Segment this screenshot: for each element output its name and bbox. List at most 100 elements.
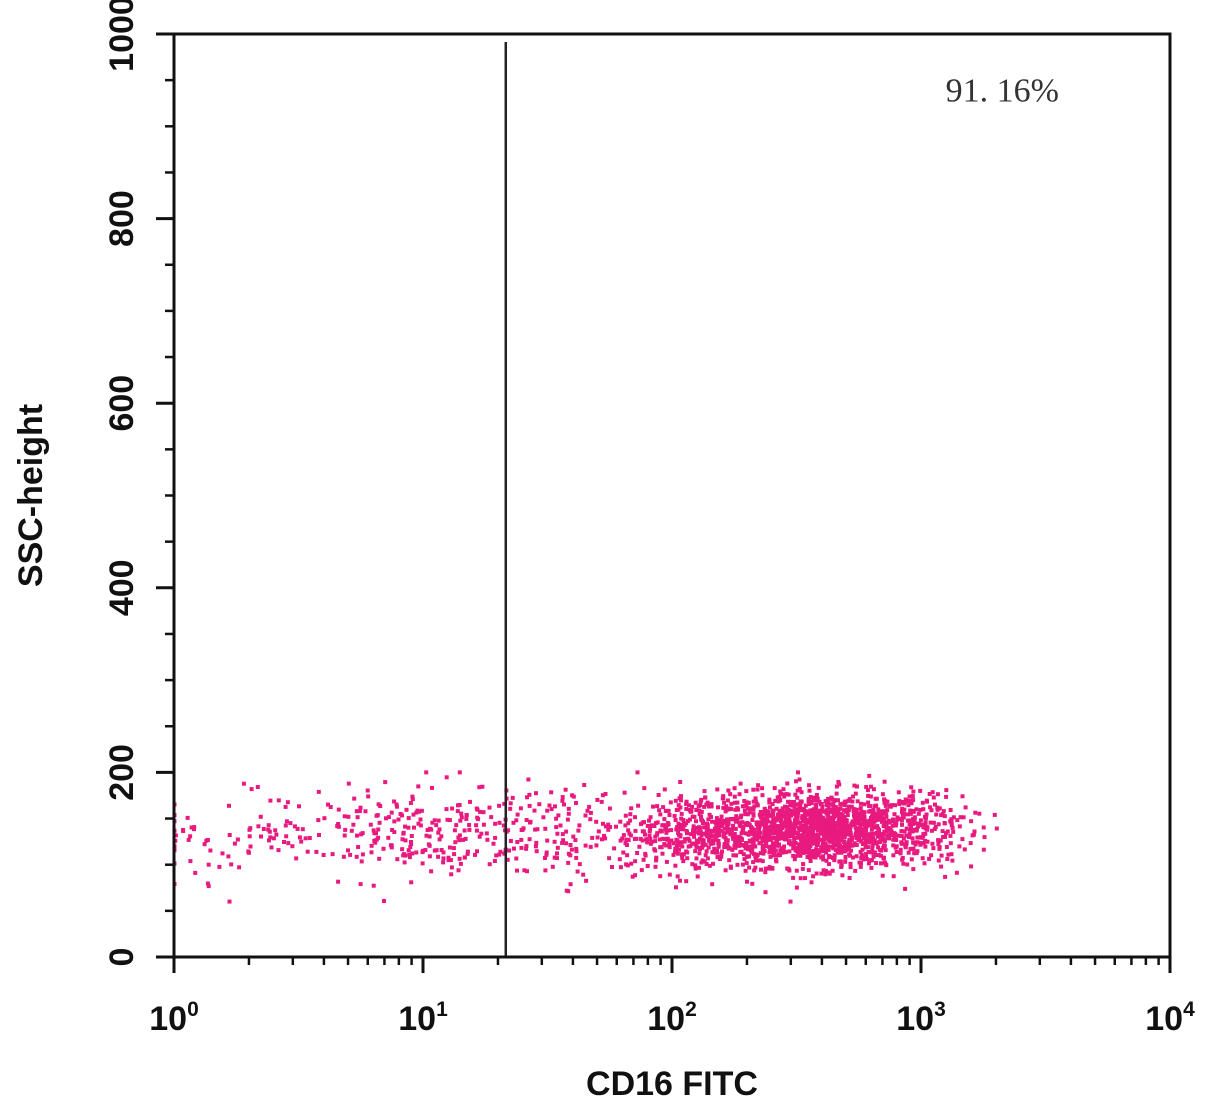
data-point [560,795,565,800]
data-point [902,807,907,812]
data-point [769,844,774,849]
data-point [855,799,860,804]
data-point [911,819,916,824]
data-point [702,825,707,830]
data-point [803,811,808,816]
data-point [699,860,704,865]
data-point [650,823,655,828]
data-point [795,835,800,840]
data-point [841,823,845,828]
data-point [876,807,881,812]
data-point [549,790,554,795]
data-point [918,807,923,812]
data-point [584,878,589,883]
data-point [595,835,600,840]
data-point [809,828,814,833]
data-point [752,868,757,873]
data-point [882,829,887,834]
data-point [932,827,937,832]
data-point [889,832,894,836]
data-point [581,872,586,877]
data-point [547,803,552,808]
data-point [969,864,974,869]
data-point [371,828,376,833]
data-point [899,834,904,839]
data-point [205,881,210,886]
data-point [576,828,581,833]
data-point [762,829,767,834]
data-point [792,821,797,826]
data-point [837,782,842,787]
data-point [600,837,604,842]
data-point [887,836,891,841]
data-point [526,777,531,782]
data-point [643,832,647,837]
data-point [484,831,489,836]
data-point [444,807,449,812]
data-point [725,824,730,829]
data-point [248,826,253,831]
data-point [181,828,185,832]
data-point [481,810,486,815]
data-point [846,798,851,803]
data-point [560,832,565,837]
data-point [838,829,843,834]
data-point [818,814,823,819]
data-point [515,812,520,817]
data-point [806,826,810,831]
data-point [756,829,761,834]
data-point [732,844,737,849]
data-point [859,801,863,806]
data-point [778,819,783,823]
data-point [828,802,833,807]
data-point [297,804,301,809]
data-point [527,792,532,797]
data-point [568,843,573,847]
data-point [858,821,863,826]
data-point [776,824,781,828]
data-point [403,824,407,829]
data-point [494,853,499,858]
data-point [434,823,439,828]
data-point [826,796,831,801]
data-point [534,849,539,854]
data-point [394,802,399,807]
data-point [777,810,782,814]
data-point [673,850,677,854]
data-point [566,806,571,811]
data-point [702,789,707,794]
data-point [972,829,977,834]
data-point [698,829,703,834]
data-point [535,827,540,832]
data-point [583,813,588,818]
data-point [560,840,565,845]
data-point [774,806,779,811]
data-point [674,808,679,812]
data-point [614,824,618,829]
data-point [336,879,341,884]
data-point [648,836,653,841]
data-point [849,804,854,809]
data-point [948,833,953,838]
data-point [923,820,928,825]
data-point [368,822,373,827]
data-point [841,845,846,850]
data-point [454,823,459,828]
data-point [903,843,908,848]
data-point [708,804,713,809]
data-point [902,801,906,806]
data-point [960,794,965,799]
data-point [773,798,778,803]
data-point [840,813,844,818]
data-point [704,862,709,866]
data-point [910,836,915,841]
data-point [981,825,986,830]
data-point [458,818,463,823]
data-point [465,849,470,854]
data-point [767,833,772,838]
data-point [664,808,669,813]
data-point [948,808,953,812]
data-point [436,830,441,835]
data-point [737,792,742,797]
data-point [882,823,887,828]
